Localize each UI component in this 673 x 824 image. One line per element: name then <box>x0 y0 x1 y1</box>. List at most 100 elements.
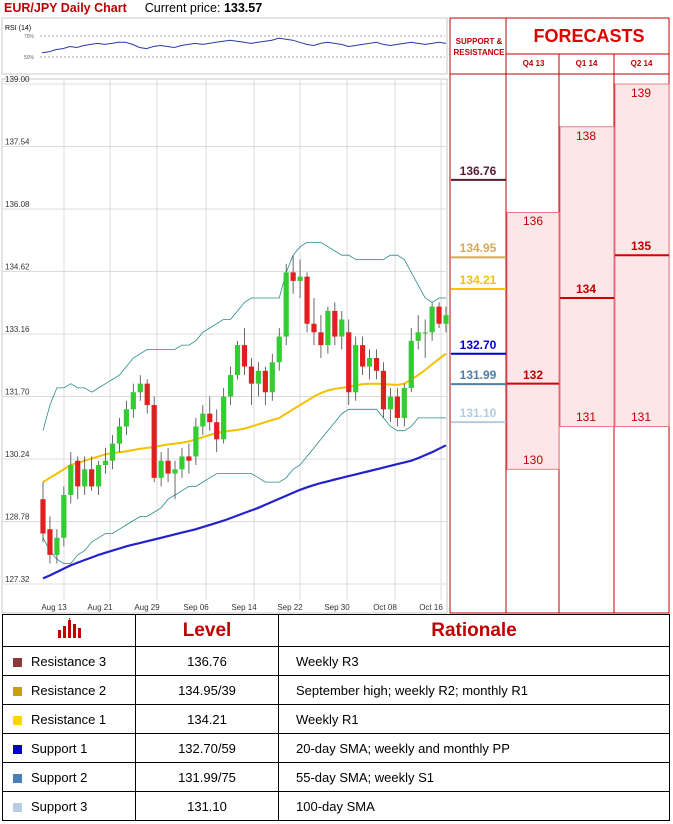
candle <box>380 362 387 418</box>
candle-body <box>89 469 95 487</box>
candle-body <box>54 537 60 555</box>
candle <box>332 302 338 346</box>
candle-body <box>47 529 53 555</box>
level-value-cell: 131.10 <box>135 791 279 821</box>
candle-body <box>221 396 227 440</box>
candle <box>408 328 414 393</box>
y-axis-ticks: 139.00 137.54 136.08 134.62 133.16 131.70 130.… <box>5 75 30 584</box>
candle-body <box>380 370 387 410</box>
level-name: Resistance 2 <box>31 682 107 698</box>
forecast-mid-label: 134 <box>575 282 597 297</box>
level-rationale-cell: 100-day SMA <box>278 791 670 821</box>
rsi-label: RSI (14) <box>5 25 31 32</box>
forecast-mid-label: 132 <box>522 367 544 382</box>
candle <box>304 272 310 333</box>
level-name: Support 1 <box>31 740 88 756</box>
candle-body <box>200 413 206 427</box>
candle-body <box>144 383 150 406</box>
chart-title: EUR/JPY Daily Chart <box>4 1 127 15</box>
candle <box>325 306 331 354</box>
candle-body <box>387 396 394 410</box>
candle <box>151 396 157 483</box>
candle-body <box>95 464 102 487</box>
level-value-cell: 134.21 <box>135 704 279 734</box>
candle <box>387 387 394 423</box>
level-value-cell: 136.76 <box>135 646 279 676</box>
candle <box>269 353 275 401</box>
rsi-tick-50: 50% <box>24 55 35 61</box>
candle-body <box>422 332 428 334</box>
y-tick-label: 133.16 <box>5 325 30 334</box>
candle-body <box>408 340 414 388</box>
y-tick-label: 137.54 <box>5 138 30 147</box>
forecast-range <box>559 126 615 427</box>
candle <box>165 447 171 483</box>
candle-body <box>186 456 192 461</box>
candle-body <box>325 310 331 346</box>
table-logo-cell <box>2 614 136 647</box>
candle <box>415 315 421 350</box>
candle <box>366 349 373 380</box>
table-row: Support 1 132.70/59 20-day SMA; weekly and… <box>2 733 670 763</box>
candle <box>40 482 46 543</box>
candle-body <box>332 310 338 337</box>
rsi-tick-70: 70% <box>24 34 35 40</box>
candle-body <box>394 396 400 418</box>
x-axis-ticks: Aug 13 Aug 21 Aug 29 Sep 06 Sep 14 Sep 22 Sep … <box>41 603 443 612</box>
level-color-swatch <box>13 657 22 667</box>
candle <box>158 452 164 487</box>
level-name: Resistance 1 <box>31 711 107 727</box>
table-row: Resistance 2 134.95/39 September high; wee… <box>2 675 670 705</box>
candle-body <box>228 375 234 397</box>
candle <box>346 319 352 406</box>
sr-column <box>449 17 507 614</box>
level-name-cell: Resistance 1 <box>2 704 136 734</box>
forecast-bars <box>506 83 670 470</box>
candle <box>116 417 123 453</box>
candle <box>241 328 248 376</box>
x-tick-label: Aug 29 <box>134 603 160 612</box>
sr-label: 134.21 <box>459 273 497 288</box>
candle <box>290 255 296 294</box>
sr-label: 136.76 <box>459 163 497 178</box>
rsi-line <box>41 37 447 54</box>
level-rationale-cell: Weekly R1 <box>278 704 670 734</box>
current-price-label: Current price: <box>144 1 221 15</box>
rationale-column-header: Rationale <box>278 614 670 647</box>
quarter-header-q4-13: Q4 13 <box>522 59 545 68</box>
forecast-title: FORECASTS <box>533 26 645 46</box>
candles <box>40 255 449 564</box>
candle-body <box>360 345 366 367</box>
candle <box>144 379 150 414</box>
candle-body <box>241 345 248 367</box>
levels-table: Level Rationale Resistance 3 136.76 Weekly… <box>2 614 670 821</box>
y-tick-label: 130.24 <box>5 450 30 459</box>
x-tick-label: Oct 16 <box>419 603 443 612</box>
sr-label: 131.10 <box>459 406 497 421</box>
level-name-cell: Support 2 <box>2 762 136 792</box>
candle-body <box>255 370 261 384</box>
grid <box>3 80 446 600</box>
bar-chart-icon <box>58 617 81 638</box>
candle-body <box>346 332 352 393</box>
x-tick-label: Aug 21 <box>87 603 113 612</box>
forecast-low-label: 130 <box>522 453 544 468</box>
candle <box>200 405 206 436</box>
candle <box>429 302 435 341</box>
candle-body <box>443 315 449 324</box>
candle <box>318 315 324 358</box>
candle <box>61 486 67 547</box>
candle-body <box>262 370 268 393</box>
sma100-line <box>42 444 447 580</box>
candle-body <box>116 426 123 444</box>
x-tick-label: Oct 08 <box>373 603 397 612</box>
rsi-panel <box>1 17 448 75</box>
level-rationale-cell: 20-day SMA; weekly and monthly PP <box>278 733 670 763</box>
sr-lines <box>451 178 506 424</box>
forecast-high-label: 136 <box>522 214 544 229</box>
chart-title-bar: EUR/JPY Daily Chart Current price: 133.57 <box>4 1 262 17</box>
forecast-mid-label: 135 <box>630 239 652 254</box>
price-chart: RSI (14) 70% 50% 139.00 137.54 136.08 134.6… <box>1 17 670 614</box>
candle-body <box>339 319 345 337</box>
table-row: Support 2 131.99/75 55-day SMA; weekly S1 <box>2 762 670 792</box>
